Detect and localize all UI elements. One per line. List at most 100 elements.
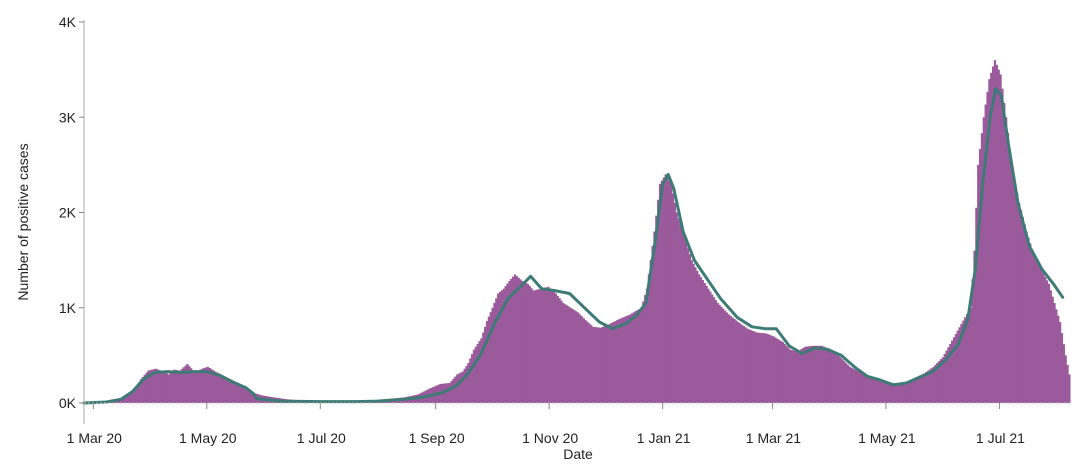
bar — [779, 340, 783, 403]
bar — [671, 193, 675, 403]
bar — [154, 368, 157, 403]
bar — [975, 207, 978, 403]
bar — [830, 349, 833, 403]
bar — [182, 367, 185, 403]
bar — [465, 365, 468, 403]
bar — [770, 335, 773, 403]
bar — [939, 359, 943, 403]
bars-layer — [85, 60, 1071, 404]
bar — [711, 294, 714, 403]
bar — [184, 365, 187, 403]
bar — [195, 371, 198, 403]
bar — [906, 382, 909, 403]
bar — [675, 212, 678, 403]
bar — [208, 368, 211, 403]
bar — [134, 388, 137, 403]
bar — [221, 375, 224, 403]
bar — [502, 288, 505, 403]
bar — [696, 270, 699, 403]
bar — [152, 369, 156, 403]
bar — [856, 370, 859, 403]
bar — [467, 363, 470, 403]
bar — [889, 382, 892, 403]
bar — [727, 314, 731, 403]
bar — [471, 354, 474, 403]
bar — [867, 377, 870, 403]
bar — [791, 350, 794, 403]
bar — [601, 327, 604, 403]
bar — [684, 242, 688, 403]
bar — [1036, 262, 1039, 403]
bar — [724, 310, 727, 403]
bar — [645, 288, 649, 403]
bar — [774, 337, 777, 403]
bar — [216, 372, 219, 403]
bar — [480, 338, 483, 403]
bar — [450, 380, 453, 403]
bar — [113, 400, 117, 403]
bar — [484, 326, 487, 403]
bar — [837, 355, 840, 403]
bar — [1021, 217, 1025, 403]
bar — [238, 384, 241, 403]
bar — [240, 386, 243, 403]
bar — [683, 236, 686, 403]
bar — [506, 283, 509, 403]
bar — [638, 308, 641, 403]
bar — [156, 369, 159, 403]
bar — [236, 383, 239, 403]
bar — [530, 288, 533, 403]
bar — [640, 307, 643, 403]
bar — [885, 382, 889, 403]
bar — [746, 328, 749, 403]
bar — [714, 300, 718, 403]
bar — [610, 322, 613, 403]
y-tick-label: 1K — [59, 300, 77, 316]
bar — [606, 324, 610, 403]
bar — [1060, 333, 1064, 403]
bar — [232, 381, 236, 403]
bar — [177, 370, 180, 403]
bar — [733, 318, 736, 403]
bar — [1016, 193, 1019, 403]
bar — [843, 361, 846, 403]
bar — [662, 177, 665, 403]
trend-line-layer — [82, 87, 1065, 405]
bar — [128, 394, 131, 403]
bar — [997, 69, 1000, 404]
bar — [848, 366, 851, 403]
bar — [822, 346, 825, 403]
bar — [459, 372, 463, 403]
bar — [925, 372, 928, 403]
bar — [526, 283, 530, 403]
bar — [584, 320, 587, 403]
bar — [686, 248, 690, 403]
bar — [164, 372, 167, 403]
bar — [573, 310, 576, 403]
bar — [915, 377, 918, 403]
bar — [698, 274, 701, 403]
bar — [748, 329, 751, 403]
x-tick-label: 1 Jul 21 — [976, 430, 1025, 446]
bar — [454, 376, 457, 403]
bar — [802, 347, 805, 403]
bar — [858, 371, 861, 403]
bar — [738, 323, 742, 403]
bar — [951, 340, 954, 403]
bar — [828, 348, 831, 403]
bar — [1051, 296, 1054, 403]
x-tick-label: 1 Nov 20 — [522, 430, 578, 446]
bar — [999, 74, 1002, 403]
bar — [1031, 249, 1034, 403]
bar — [826, 348, 829, 403]
bar — [145, 372, 148, 403]
bar — [934, 364, 937, 403]
bar — [137, 382, 141, 403]
bar — [203, 368, 206, 403]
bar — [219, 374, 223, 403]
bar — [515, 276, 518, 403]
bar — [900, 383, 904, 403]
bar — [978, 149, 982, 403]
bar — [227, 379, 230, 403]
